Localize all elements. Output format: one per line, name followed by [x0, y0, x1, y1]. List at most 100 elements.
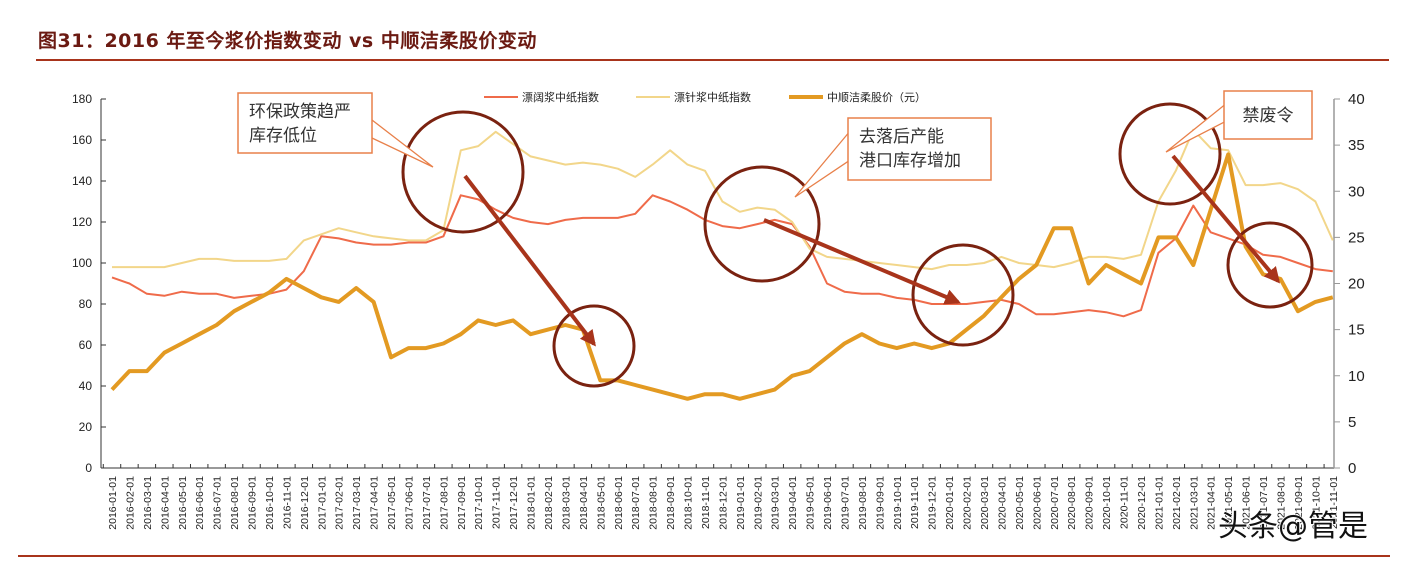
x-tick-label: 2021-06-01 — [1241, 476, 1253, 530]
x-tick-label: 2018-06-01 — [613, 476, 625, 530]
trend-arrow — [1171, 154, 1281, 284]
x-tick-label: 2021-07-01 — [1258, 476, 1270, 530]
x-tick-label: 2017-02-01 — [334, 476, 346, 530]
left-tick-label: 20 — [79, 420, 93, 434]
legend-label: 漂阔浆中纸指数 — [522, 90, 599, 104]
x-tick-label: 2019-02-01 — [752, 476, 764, 530]
x-tick-label: 2017-03-01 — [351, 476, 363, 530]
x-tick-label: 2016-01-01 — [107, 476, 119, 530]
x-tick-label: 2016-02-01 — [124, 476, 136, 530]
left-tick-label: 120 — [72, 215, 92, 229]
callout-box — [847, 117, 992, 181]
legend-label: 中顺洁柔股价（元） — [827, 91, 926, 104]
x-tick-label: 2019-06-01 — [822, 476, 834, 530]
series-line-0 — [111, 194, 1333, 318]
x-tick-label: 2018-07-01 — [630, 476, 642, 530]
highlight-circle — [1118, 102, 1222, 206]
x-tick-label: 2021-08-01 — [1275, 476, 1287, 530]
x-tick-label: 2019-03-01 — [770, 476, 782, 530]
series-lines — [110, 128, 1334, 401]
x-tick-label: 2016-06-01 — [194, 476, 206, 530]
x-tick-label: 2018-12-01 — [717, 476, 729, 530]
chart-title: 图31：2016 年至今浆价指数变动 vs 中顺洁柔股价变动 — [38, 30, 537, 52]
highlight-circle — [1226, 221, 1314, 309]
x-tick-label: 2018-01-01 — [526, 476, 538, 530]
x-tick-label: 2016-05-01 — [177, 476, 189, 530]
x-tick-label: 2017-11-01 — [491, 476, 503, 529]
x-tick-label: 2018-04-01 — [578, 476, 590, 530]
x-tick-label: 2021-11-01 — [1328, 476, 1340, 529]
highlight-circle — [401, 110, 525, 234]
x-tick-label: 2017-01-01 — [316, 476, 328, 530]
right-tick-label: 15 — [1348, 322, 1365, 339]
callout-text: 禁废令 — [1243, 106, 1294, 126]
right-tick-label: 35 — [1348, 137, 1365, 154]
x-tick-label: 2016-08-01 — [229, 476, 241, 530]
left-tick-label: 140 — [72, 174, 92, 188]
bottom-rule — [18, 555, 1390, 557]
x-tick-label: 2016-04-01 — [159, 476, 171, 530]
x-tick-label: 2020-08-01 — [1066, 476, 1078, 530]
callout-text: 环保政策趋严 — [249, 102, 351, 122]
callout-text: 库存低位 — [249, 126, 317, 146]
left-tick-label: 40 — [79, 379, 93, 393]
x-tick-label: 2019-10-01 — [892, 476, 904, 530]
callout-pointer — [371, 119, 434, 168]
x-tick-label: 2021-03-01 — [1188, 476, 1200, 530]
x-tick-label: 2021-04-01 — [1206, 476, 1218, 530]
right-tick-label: 30 — [1348, 183, 1365, 200]
x-tick-label: 2017-06-01 — [403, 476, 415, 530]
left-tick-label: 80 — [79, 297, 93, 311]
x-tick-label: 2020-03-01 — [979, 476, 991, 530]
x-tick-label: 2017-08-01 — [438, 476, 450, 530]
x-tick-label: 2019-01-01 — [735, 476, 747, 530]
top-rule — [36, 59, 1389, 61]
callout-pointer — [1165, 104, 1225, 153]
right-tick-label: 5 — [1348, 414, 1356, 431]
x-tick-label: 2017-10-01 — [473, 476, 485, 530]
x-tick-label: 2019-07-01 — [839, 476, 851, 530]
x-tick-label: 2016-07-01 — [212, 476, 224, 530]
right-tick-label: 10 — [1348, 368, 1365, 385]
x-tick-label: 2021-01-01 — [1153, 476, 1165, 530]
x-tick-label: 2016-09-01 — [247, 476, 259, 530]
x-tick-label: 2016-11-01 — [281, 476, 293, 529]
x-tick-label: 2019-04-01 — [787, 476, 799, 530]
trend-arrow — [763, 218, 961, 305]
x-tick-label: 2018-11-01 — [700, 476, 712, 529]
callout-box — [1223, 90, 1313, 140]
x-tick-label: 2020-04-01 — [996, 476, 1008, 530]
callout-pointer — [794, 133, 849, 198]
x-tick-label: 2020-10-01 — [1101, 476, 1113, 530]
left-tick-label: 180 — [72, 92, 92, 106]
right-tick-label: 40 — [1348, 91, 1365, 108]
right-tick-label: 20 — [1348, 276, 1365, 293]
callout-text: 去落后产能 — [859, 127, 944, 147]
x-tick-label: 2019-12-01 — [927, 476, 939, 530]
x-tick-label: 2021-02-01 — [1171, 476, 1183, 530]
highlight-circle — [703, 165, 821, 283]
x-tick-label: 2017-12-01 — [508, 476, 520, 530]
axes: 0 20 40 60 80 100 120 140 160 180 0 5 10 15 20 25 30 35 40… — [72, 91, 1365, 530]
series-line-2 — [110, 152, 1334, 401]
x-tick-label: 2018-05-01 — [595, 476, 607, 530]
x-tick-label: 2017-07-01 — [421, 476, 433, 530]
left-tick-label: 60 — [79, 338, 93, 352]
right-tick-label: 0 — [1348, 460, 1356, 477]
trend-arrow — [463, 174, 596, 347]
left-tick-label: 100 — [72, 256, 92, 270]
x-tick-label: 2021-09-01 — [1293, 476, 1305, 530]
callout-box — [237, 92, 373, 154]
right-tick-label: 25 — [1348, 229, 1365, 246]
callout-text: 港口库存增加 — [859, 151, 961, 171]
x-tick-label: 2021-05-01 — [1223, 476, 1235, 530]
x-tick-label: 2018-08-01 — [648, 476, 660, 530]
x-tick-label: 2018-02-01 — [543, 476, 555, 530]
x-tick-label: 2018-09-01 — [665, 476, 677, 530]
x-tick-label: 2017-09-01 — [456, 476, 468, 530]
x-tick-label: 2020-06-01 — [1031, 476, 1043, 530]
watermark: 头条@管是 — [1218, 509, 1368, 544]
x-tick-label: 2017-04-01 — [369, 476, 381, 530]
x-tick-label: 2021-10-01 — [1310, 476, 1322, 530]
